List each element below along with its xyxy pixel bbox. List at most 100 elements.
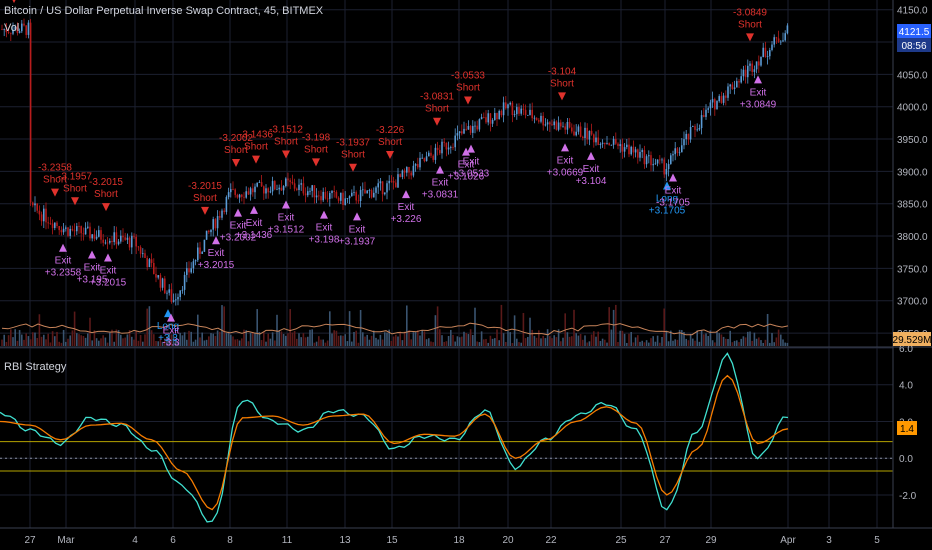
volume-bar — [524, 338, 527, 346]
volume-bar — [617, 342, 619, 346]
volume-bar — [604, 339, 606, 346]
candle-body — [168, 289, 170, 293]
volume-bar — [518, 342, 520, 346]
volume-bar — [491, 338, 494, 346]
volume-bar — [307, 336, 309, 346]
candle-body — [738, 81, 740, 83]
signal-label: Short — [244, 142, 268, 153]
candle-body — [736, 81, 738, 88]
candle-body — [34, 203, 36, 206]
candle-body — [212, 219, 214, 230]
candle-body — [461, 131, 463, 134]
volume-bar — [467, 334, 470, 346]
candle-body — [454, 135, 456, 148]
volume-bar — [353, 331, 355, 346]
candle-body — [656, 159, 659, 164]
time-tick-label: 27 — [24, 535, 36, 546]
volume-bar — [432, 342, 434, 346]
volume-bar — [243, 329, 245, 346]
volume-bar — [507, 331, 509, 346]
candle-body — [181, 289, 184, 291]
time-tick-label: Apr — [780, 535, 796, 546]
candle-body — [337, 197, 340, 201]
volume-bar — [538, 330, 540, 346]
volume-bar — [674, 339, 676, 346]
candle-body — [1, 29, 3, 30]
volume-bar — [465, 332, 467, 346]
candle-body — [390, 180, 393, 182]
candle-body — [155, 274, 157, 278]
volume-bar — [100, 338, 102, 346]
volume-bar — [390, 340, 393, 346]
candle-body — [463, 128, 465, 134]
volume-bar — [494, 338, 496, 346]
candle-body — [500, 110, 503, 116]
volume-bar — [337, 335, 340, 346]
signal-exit: Exit+3.104 — [576, 151, 607, 187]
candle-body — [331, 190, 333, 194]
candle-body — [91, 234, 93, 239]
signal-down-arrow — [71, 197, 79, 206]
candle-body — [194, 260, 197, 262]
candle-body — [744, 69, 747, 78]
volume-bar — [502, 333, 505, 346]
volume-bar — [106, 342, 109, 346]
candle-body — [392, 181, 395, 183]
signal-exit: Exit+3.0533 — [453, 144, 490, 180]
signal-up-arrow — [59, 243, 67, 252]
volume-bar — [476, 341, 478, 346]
candle-body — [78, 226, 80, 227]
volume-bar — [177, 342, 179, 346]
volume-bar — [313, 342, 316, 346]
candle-body — [166, 292, 168, 294]
candle-body — [689, 126, 692, 140]
volume-bar — [742, 336, 745, 346]
candle-body — [379, 181, 382, 184]
volume-bar — [344, 334, 346, 346]
chart-title: Bitcoin / US Dollar Perpetual Inverse Sw… — [4, 5, 324, 17]
candle-body — [10, 32, 12, 34]
volume-bar — [25, 333, 27, 346]
candle-body — [467, 126, 470, 130]
volume-bar — [67, 338, 69, 346]
volume-bar — [509, 332, 511, 346]
candle-body — [456, 133, 459, 136]
candle-body — [25, 25, 27, 35]
volume-bar — [320, 339, 322, 346]
volume-bar — [309, 329, 311, 346]
volume-bar — [692, 338, 694, 346]
volume-bar — [161, 341, 164, 346]
volume-bar — [47, 333, 49, 346]
signal-long: Long+3.1705 — [649, 181, 686, 216]
candle-body — [131, 235, 133, 248]
volume-bar — [571, 336, 573, 346]
candle-body — [714, 99, 716, 110]
volume-bar — [522, 312, 525, 346]
candle-body — [733, 87, 736, 89]
volume-bar — [170, 334, 173, 346]
volume-bar — [254, 332, 256, 346]
candle-body — [412, 165, 415, 176]
time-tick-label: 6 — [170, 535, 176, 546]
volume-bar — [703, 334, 705, 346]
signal-value: +3.0831 — [422, 190, 459, 201]
volume-bar — [731, 342, 734, 346]
price-candles[interactable] — [1, 18, 789, 306]
oscillator-pane[interactable] — [0, 352, 893, 523]
signal-down-arrow — [746, 33, 754, 42]
signal-value: -3.0849 — [733, 7, 767, 18]
volume-bar — [425, 339, 428, 346]
volume-bar — [573, 309, 575, 346]
volume-bar — [661, 337, 663, 346]
volume-bar — [738, 342, 740, 346]
price-tick-label: 3850.0 — [897, 200, 928, 211]
candle-body — [546, 122, 549, 125]
candle-body — [428, 152, 430, 157]
candle-body — [276, 189, 278, 191]
signal-label: Exit — [458, 160, 475, 171]
volume-bar — [302, 333, 305, 346]
volume-bar — [318, 336, 320, 346]
volume-bar — [729, 330, 731, 346]
